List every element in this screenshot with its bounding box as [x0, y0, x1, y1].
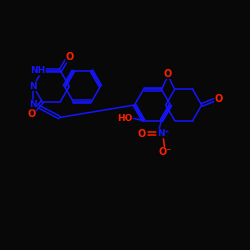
Text: N⁺: N⁺ — [157, 129, 169, 138]
Text: O: O — [164, 69, 172, 79]
Text: O⁻: O⁻ — [158, 147, 172, 157]
Text: O: O — [138, 128, 146, 138]
Text: O: O — [214, 94, 223, 104]
Text: O: O — [66, 52, 74, 62]
Text: HO: HO — [118, 114, 133, 122]
Text: O: O — [27, 109, 35, 119]
Text: NH: NH — [30, 66, 46, 75]
Text: N: N — [30, 100, 37, 109]
Text: N: N — [30, 82, 37, 91]
